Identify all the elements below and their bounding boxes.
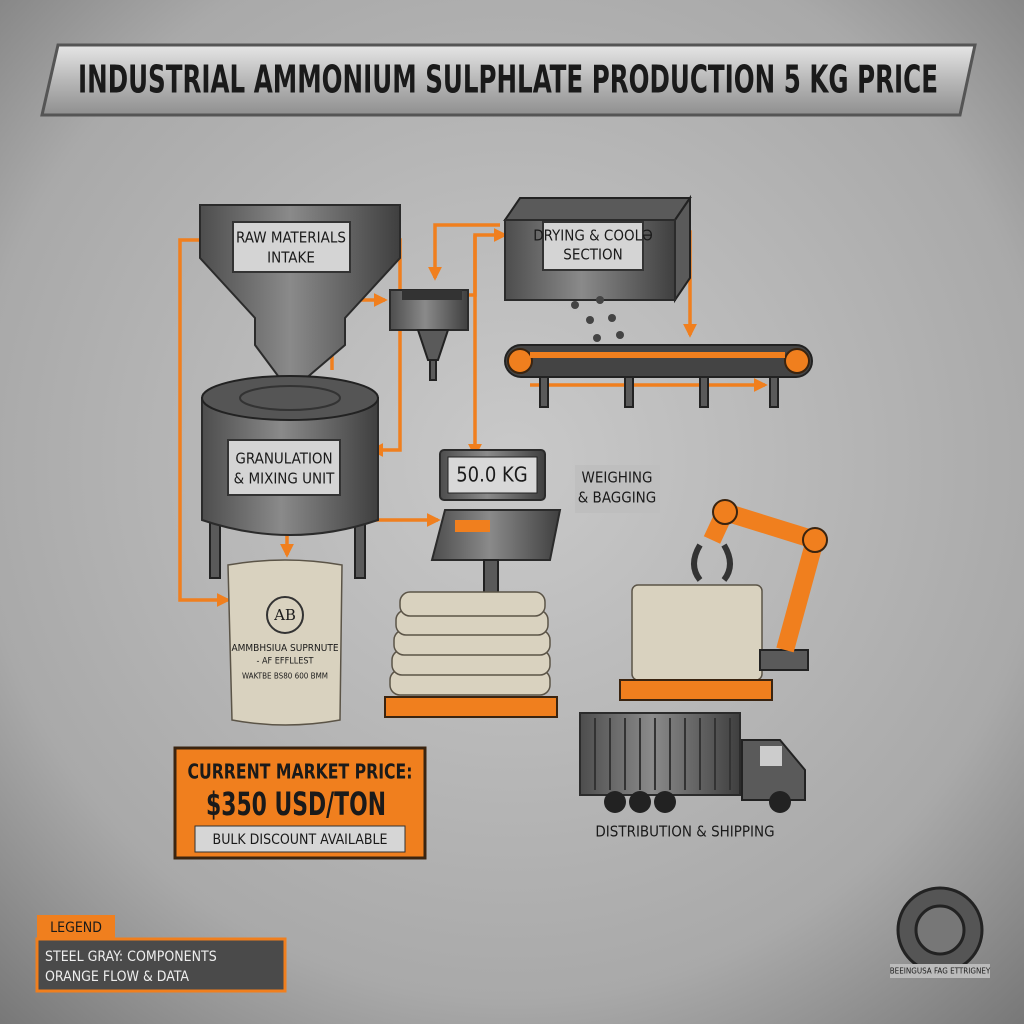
- badge-text: BEEINGUSA FAG ETTRIGNEY: [890, 967, 991, 976]
- wheels: [604, 791, 791, 813]
- node-label: SECTION: [563, 246, 622, 264]
- node-label: & BAGGING: [578, 489, 656, 507]
- granulator: [389, 289, 469, 381]
- sack-stack: [389, 591, 551, 696]
- roller: [507, 348, 533, 374]
- legend-item: STEEL GRAY: COMPONENTS: [45, 949, 217, 965]
- nozzle-tip: [429, 359, 437, 381]
- robot-joint: [802, 527, 828, 553]
- granules: [571, 296, 624, 342]
- nozzle: [416, 329, 450, 361]
- tank-swirl: [239, 385, 341, 411]
- robot-links: [703, 503, 824, 653]
- cab: [741, 739, 806, 801]
- price-box: CURRENT MARKET PRICE: $350 USD/TON BULK …: [173, 746, 427, 860]
- conveyor: [504, 344, 813, 408]
- product-bag: AB AMMBHSIUA SUPRNUTE - AF EFFLLEST WAKT…: [227, 559, 343, 726]
- bag-logo-ring: [266, 596, 304, 634]
- granulation-tank: GRANULATION & MIXING UNIT: [201, 375, 379, 579]
- tank-top: [201, 375, 379, 421]
- node-label: GRANULATION: [235, 450, 332, 468]
- node-label: WEIGHING: [582, 469, 653, 487]
- belt: [504, 344, 813, 378]
- legend-tab: [37, 915, 115, 939]
- box-top: [503, 197, 692, 221]
- badge-plate: [890, 964, 990, 978]
- badge-gear: [914, 904, 966, 956]
- pallet: [384, 696, 558, 718]
- label-plate: [232, 221, 351, 273]
- bag-body: [227, 559, 343, 726]
- bag-text: AMMBHSIUA SUPRNUTE: [231, 643, 338, 654]
- legend-item: ORANGE FLOW & DATA: [45, 969, 189, 985]
- price-note: BULK DISCOUNT AVAILABLE: [213, 832, 388, 848]
- title: INDUSTRIAL AMMONIUM SULPHLATE PRODUCTION…: [78, 58, 938, 102]
- granulator-top: [402, 290, 462, 300]
- truck: [579, 712, 806, 813]
- node-label: DISTRIBUTION & SHIPPING: [595, 823, 774, 841]
- wrapped-load: [631, 584, 763, 681]
- robot-joint: [712, 499, 738, 525]
- scale-base: [430, 509, 562, 561]
- flow-arrow: [428, 223, 500, 281]
- node-label: INTAKE: [267, 249, 315, 267]
- title-bar: [40, 43, 977, 117]
- weighing-scale: 50.0 KG: [384, 449, 562, 718]
- legend: LEGEND STEEL GRAY: COMPONENTS ORANGE FLO…: [35, 915, 287, 993]
- drying-section: DRYING & COOLƏ SECTION: [503, 194, 692, 342]
- scale-reading: 50.0 KG: [456, 463, 528, 487]
- legend-title: LEGEND: [50, 920, 102, 936]
- belt-stripe: [530, 352, 785, 358]
- hopper: RAW MATERIALS INTAKE: [199, 204, 401, 394]
- roller: [784, 348, 810, 374]
- node-label: RAW MATERIALS: [236, 229, 346, 247]
- gripper: [691, 543, 733, 582]
- bag-text: - AF EFFLLEST: [257, 657, 314, 667]
- robot-arm: [619, 499, 828, 701]
- bag-logo: AB: [273, 606, 296, 624]
- scale-display: [447, 456, 538, 494]
- node-label: DRYING & COOLƏ: [533, 227, 652, 245]
- container-ribs: [594, 718, 731, 790]
- note-plate: [194, 825, 406, 853]
- flow-arrow: [178, 238, 231, 607]
- scale-screen: [455, 520, 490, 532]
- price-heading: CURRENT MARKET PRICE:: [188, 760, 413, 784]
- bag-text: WAKTBE BS80 600 BMM: [242, 672, 328, 681]
- legs: [539, 376, 779, 408]
- cab-window: [760, 746, 782, 766]
- label-plate: [542, 221, 644, 271]
- label-plate: [575, 465, 660, 513]
- pallet: [619, 679, 773, 701]
- badge: BEEINGUSA FAG ETTRIGNEY: [890, 886, 991, 978]
- legend-panel: [35, 937, 287, 993]
- robot-base: [759, 649, 809, 671]
- flow-arrow: [369, 330, 402, 457]
- price-value: $350 USD/TON: [206, 785, 386, 823]
- label-plate: [227, 439, 341, 496]
- node-label: & MIXING UNIT: [234, 470, 335, 488]
- container: [579, 712, 741, 796]
